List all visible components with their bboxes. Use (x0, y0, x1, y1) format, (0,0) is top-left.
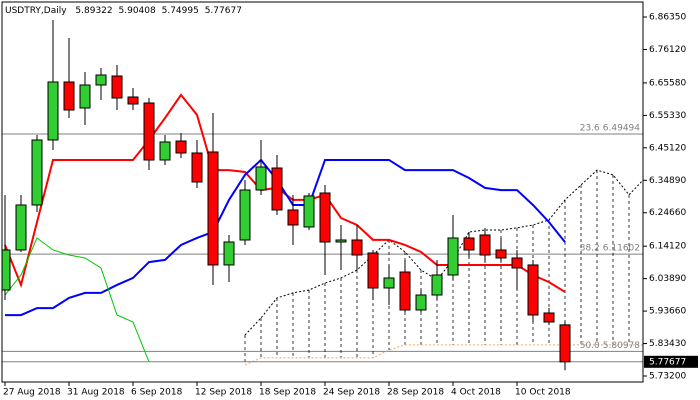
level-value: 6.11602 (603, 244, 640, 254)
candle-body (367, 252, 379, 289)
candle-body (495, 249, 507, 259)
y-tick-label: 6.45120 (649, 143, 686, 153)
x-tick-label: 18 Sep 2018 (259, 388, 316, 398)
candle-body (271, 167, 283, 211)
y-tick-label: 6.76120 (649, 45, 686, 55)
indicator-line (5, 158, 566, 317)
candle-body (127, 96, 139, 105)
candle-body (15, 204, 27, 251)
level-value: 5.80978 (603, 341, 640, 351)
candle-body (431, 274, 443, 296)
candle-body (207, 151, 219, 266)
candle-body (223, 241, 235, 266)
candle-body (447, 237, 459, 276)
x-tick-label: 28 Sep 2018 (387, 388, 444, 398)
y-tick-label: 5.73200 (649, 372, 686, 382)
y-tick-label: 6.24660 (649, 208, 686, 218)
header: USDTRY,Daily 5.89322 5.90408 5.74995 5.7… (5, 6, 242, 16)
candle-body (79, 84, 91, 109)
plot-area (2, 20, 643, 371)
candle-body (47, 81, 59, 141)
candle-body (543, 312, 555, 323)
level-value: 6.49494 (603, 123, 640, 133)
price-tag (644, 355, 698, 368)
x-tick-label: 4 Oct 2018 (451, 388, 501, 398)
candle-body (463, 237, 475, 251)
y-tick-label: 6.55330 (649, 111, 686, 121)
x-tick-label: 6 Sep 2018 (131, 388, 183, 398)
candle-body (175, 140, 187, 154)
candle-body (479, 234, 491, 256)
low-value: 5.74995 (162, 6, 199, 16)
indicator-line (4, 237, 150, 362)
candle-body (527, 264, 539, 316)
symbol: USDTRY,Daily (5, 6, 67, 16)
x-tick-label: 31 Aug 2018 (67, 388, 125, 398)
candle-body (2, 249, 11, 291)
level-label: 38.2 (580, 244, 600, 254)
price-tag-label: 5.77677 (649, 357, 686, 367)
candle-body (63, 81, 75, 111)
candle-body (239, 189, 251, 241)
y-tick-label: 6.34890 (649, 176, 686, 186)
candle-body (255, 166, 267, 191)
candle-body (287, 209, 299, 226)
candle-body (415, 294, 427, 311)
candle-body (31, 139, 43, 206)
candle-body (95, 74, 107, 86)
y-tick-label: 6.65580 (649, 78, 686, 88)
cloud-span-b (244, 344, 643, 366)
candle-body (559, 324, 571, 363)
level-label: 50.0 (580, 341, 600, 351)
candle-body (383, 277, 395, 289)
candle-body (111, 75, 123, 99)
candle-body (143, 102, 155, 161)
y-tick-label: 5.93660 (649, 307, 686, 317)
plot-frame (1, 1, 644, 383)
x-tick-label: 27 Aug 2018 (3, 388, 61, 398)
candle-body (351, 239, 363, 256)
x-tick-label: 24 Sep 2018 (323, 388, 380, 398)
y-tick-label: 5.83430 (649, 339, 686, 349)
candle-body (303, 195, 315, 228)
candle-body (319, 192, 331, 243)
y-tick-label: 6.03890 (649, 274, 686, 284)
candle-body (191, 152, 203, 183)
high-value: 5.90408 (119, 6, 156, 16)
x-tick-label: 12 Sep 2018 (195, 388, 252, 398)
cloud-span-a (244, 169, 643, 336)
y-tick-label: 6.86350 (649, 13, 686, 23)
candle-body (335, 239, 347, 243)
level-label: 23.6 (580, 123, 600, 133)
candle-body (399, 271, 411, 311)
candle-body (159, 141, 171, 161)
open-value: 5.89322 (75, 6, 112, 16)
candle-body (511, 257, 523, 269)
y-tick-label: 6.14120 (649, 242, 686, 252)
x-tick-label: 10 Oct 2018 (515, 388, 571, 398)
close-value: 5.77677 (205, 6, 242, 16)
